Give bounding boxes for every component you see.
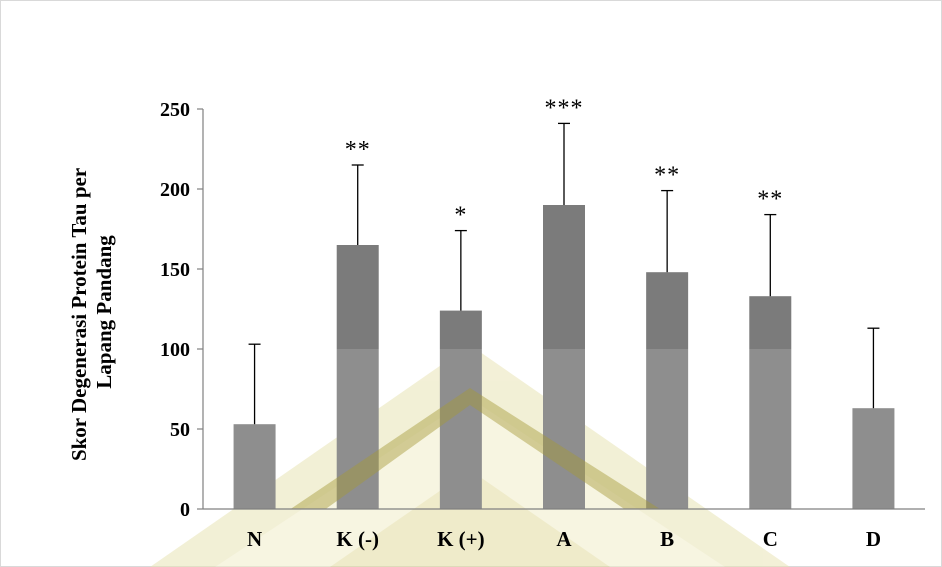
watermark-band [290,388,660,509]
significance-label-5: ** [757,187,783,213]
y-tick-label-0: 0 [180,499,190,521]
bar-2-upper [439,310,482,349]
bar-3-upper [543,205,585,349]
bar-5-upper [749,296,792,349]
y-tick-label-1: 50 [170,419,190,441]
category-label-1: K (-) [336,527,379,551]
bar-6-lower [852,408,895,509]
bar-1-lower [336,349,379,509]
y-axis-title-line-2: Lapang Pandang [92,235,116,389]
bar-3-lower [543,349,585,509]
watermark-overlay [290,388,660,509]
y-ticks-layer: 0 50 100 150 200 250 [160,99,203,521]
significance-label-3: *** [545,95,584,121]
bar-4-upper [646,272,689,349]
category-label-0: N [247,527,262,551]
y-axis-title-line-1: Skor Degenerasi Protein Tau per [67,168,91,461]
significance-label-4: ** [654,163,680,189]
bar-1-upper [336,245,379,349]
category-labels-layer: N K (-) K (+) A B C D [247,527,881,551]
y-tick-label-2: 100 [160,339,190,361]
y-tick-label-4: 200 [160,179,190,201]
bar-5-lower [749,349,792,509]
error-bars-layer [248,122,880,425]
bar-2-lower [439,349,482,509]
category-label-3: A [556,527,572,551]
y-axis-title: Skor Degenerasi Protein Tau per Lapang P… [67,163,116,461]
y-tick-label-5: 250 [160,99,190,121]
bars-layer [233,205,895,509]
y-tick-label-3: 150 [160,259,190,281]
category-label-4: B [660,527,674,551]
significance-label-1: ** [345,137,371,163]
significance-label-2: * [454,203,467,229]
bar-0-lower [233,424,276,509]
category-label-6: D [866,527,881,551]
category-label-5: C [763,527,778,551]
significance-layer: ********** [345,95,783,229]
bar-4-lower [646,349,689,509]
category-label-2: K (+) [437,527,485,551]
